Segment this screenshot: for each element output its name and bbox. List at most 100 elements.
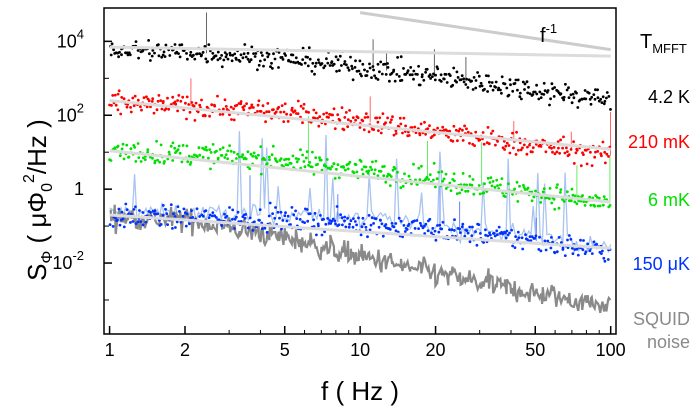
data-point <box>487 74 490 78</box>
data-point <box>187 103 191 106</box>
data-point <box>372 222 375 225</box>
data-point <box>246 57 250 61</box>
data-point <box>565 146 568 150</box>
data-point <box>392 68 396 72</box>
data-point <box>579 164 583 168</box>
data-point <box>489 176 493 180</box>
data-point <box>579 238 582 242</box>
data-point <box>470 79 473 83</box>
data-point <box>214 54 218 58</box>
data-point <box>125 51 129 55</box>
data-point <box>428 217 432 221</box>
data-point <box>325 57 328 61</box>
data-point <box>340 106 344 109</box>
data-point <box>569 199 573 203</box>
data-point <box>534 189 537 193</box>
data-point <box>293 109 297 113</box>
data-point <box>566 190 569 194</box>
data-point <box>572 96 576 100</box>
data-point <box>176 148 180 152</box>
data-point <box>258 59 262 63</box>
data-point <box>169 144 173 148</box>
data-point <box>556 183 559 187</box>
data-point <box>143 158 147 162</box>
data-point <box>567 234 571 237</box>
data-point <box>313 211 317 215</box>
data-point <box>399 186 403 190</box>
data-point <box>599 97 603 101</box>
fit-line-3 <box>109 213 611 250</box>
data-point <box>176 205 180 209</box>
data-point <box>434 185 437 189</box>
data-point <box>180 160 184 164</box>
data-point <box>565 88 569 92</box>
data-point <box>162 50 166 54</box>
data-point <box>147 39 151 42</box>
data-point <box>526 145 529 149</box>
data-point <box>601 249 604 253</box>
data-point <box>336 113 340 117</box>
data-point <box>185 212 189 216</box>
data-point <box>564 82 567 86</box>
data-point <box>153 51 156 55</box>
data-point <box>356 116 360 120</box>
data-point <box>292 213 296 217</box>
data-point <box>424 222 428 226</box>
data-point <box>161 53 165 57</box>
data-point <box>509 83 512 87</box>
data-point <box>428 173 432 177</box>
data-point <box>383 62 387 66</box>
data-point <box>213 104 217 108</box>
data-point <box>572 162 576 165</box>
data-point <box>317 58 320 62</box>
data-point <box>441 179 444 183</box>
data-point <box>241 56 245 60</box>
data-point <box>585 162 589 166</box>
data-point <box>211 51 215 55</box>
data-point <box>266 55 270 59</box>
data-point <box>229 149 233 153</box>
data-point <box>171 95 175 99</box>
data-point <box>301 153 304 157</box>
legend-label-210mk: 210 mK <box>628 132 690 152</box>
data-point <box>333 219 337 223</box>
data-point <box>402 116 406 120</box>
data-point <box>517 236 521 240</box>
data-point <box>346 125 350 129</box>
data-point <box>379 131 383 135</box>
data-point <box>125 143 129 147</box>
data-point <box>344 225 348 229</box>
data-point <box>283 102 287 106</box>
data-point <box>161 213 165 217</box>
data-point <box>436 224 439 227</box>
data-point <box>324 222 328 226</box>
data-point <box>157 94 161 97</box>
data-point <box>245 102 249 105</box>
data-point <box>151 49 155 52</box>
data-point <box>322 112 326 116</box>
data-point <box>236 210 240 214</box>
data-point <box>481 131 485 134</box>
data-point <box>270 153 274 157</box>
x-tick-label: 2 <box>180 340 190 360</box>
data-point <box>121 217 125 221</box>
data-point <box>200 53 204 57</box>
data-point <box>346 66 350 69</box>
data-point <box>552 95 556 98</box>
data-point <box>233 52 237 56</box>
data-point <box>230 118 233 121</box>
data-point <box>204 145 208 149</box>
y-axis-symbol-sub: Φ <box>39 251 56 264</box>
data-point <box>563 254 567 257</box>
data-point <box>470 234 474 238</box>
data-point <box>234 58 238 61</box>
data-point <box>257 99 261 103</box>
data-point <box>206 60 210 63</box>
data-point <box>300 63 303 66</box>
data-point <box>140 108 143 112</box>
data-point <box>418 178 422 182</box>
data-point <box>141 223 145 227</box>
data-point <box>352 171 356 175</box>
data-point <box>490 184 494 188</box>
data-point <box>267 52 271 56</box>
